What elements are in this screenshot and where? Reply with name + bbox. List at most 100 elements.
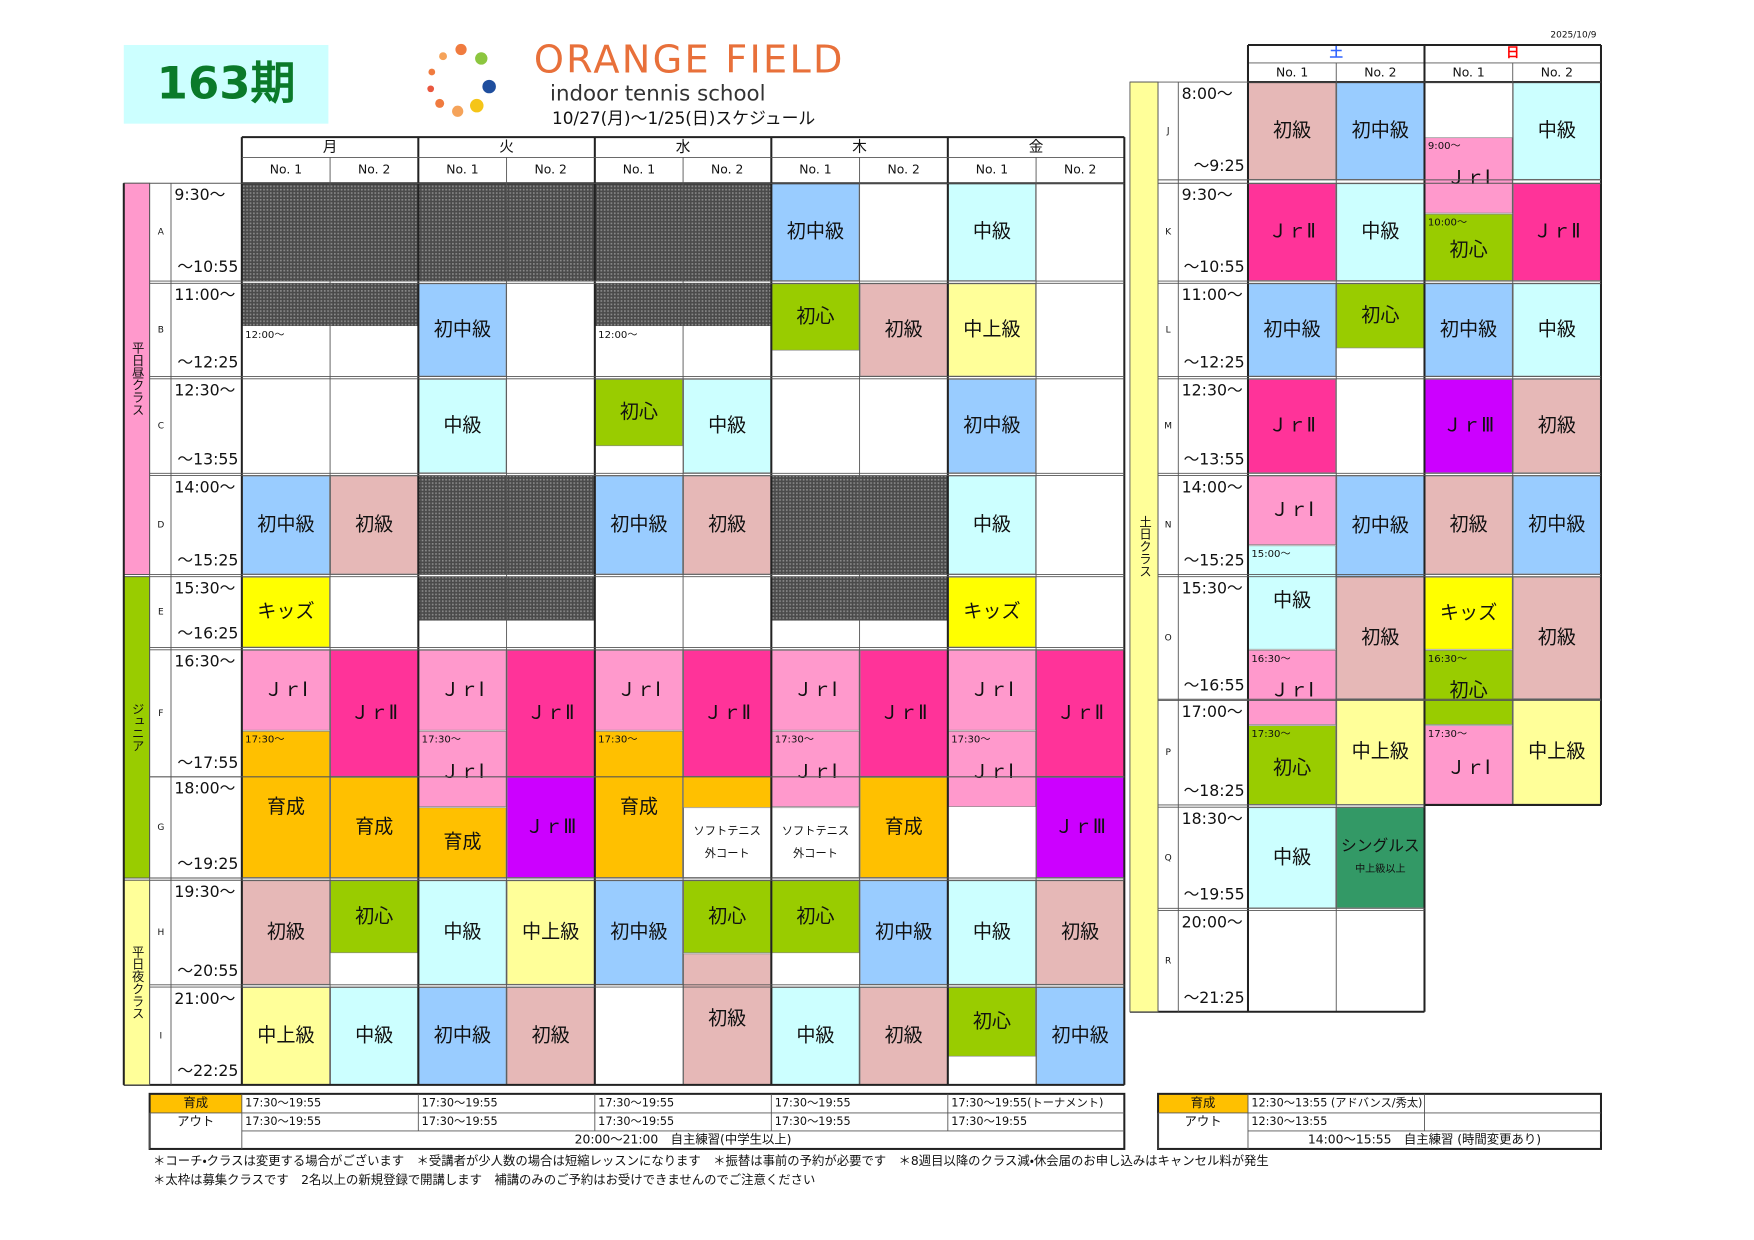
day-header: 火 bbox=[499, 138, 514, 155]
closed-slot bbox=[241, 283, 331, 327]
class-cell bbox=[1512, 183, 1601, 281]
start-note: 10:00〜 bbox=[1428, 218, 1467, 229]
class-cell bbox=[683, 650, 772, 777]
class-cell bbox=[1248, 379, 1337, 474]
class-label: 初中級 bbox=[610, 513, 667, 536]
class-label: 初中級 bbox=[1352, 118, 1409, 141]
class-cell bbox=[418, 880, 507, 985]
closed-slot bbox=[418, 183, 507, 282]
period-letter: Q bbox=[1165, 853, 1172, 863]
class-cell bbox=[242, 576, 330, 648]
class-sub: 中上級以上 bbox=[1355, 862, 1406, 875]
class-cell bbox=[1424, 650, 1513, 725]
class-label: ＪｒⅡ bbox=[880, 701, 928, 724]
class-label: 初中級 bbox=[1352, 514, 1409, 537]
schedule-period: 10/27(月)〜1/25(日)スケジュール bbox=[552, 108, 815, 128]
class-cell bbox=[1424, 283, 1513, 377]
class-label: ＪｒⅢ bbox=[1054, 815, 1105, 838]
day-header: 土 bbox=[1329, 44, 1343, 61]
class-label: 初中級 bbox=[257, 513, 314, 536]
class-cell bbox=[771, 730, 860, 807]
time-end: 〜16:25 bbox=[177, 624, 238, 643]
class-cell bbox=[506, 777, 595, 878]
court-header: No. 2 bbox=[1364, 66, 1396, 80]
class-cell bbox=[418, 730, 507, 807]
class-label: 中級 bbox=[1273, 845, 1311, 868]
class-cell bbox=[1424, 213, 1513, 281]
period-letter: C bbox=[158, 422, 164, 432]
filler bbox=[683, 776, 771, 808]
class-cell bbox=[242, 880, 330, 985]
footer-value: 17:30〜19:55 bbox=[951, 1115, 1027, 1128]
class-label: 初級 bbox=[1273, 118, 1311, 141]
footer-value: 17:30〜19:55 bbox=[422, 1096, 498, 1109]
class-cell bbox=[771, 807, 860, 878]
period-letter: J bbox=[1166, 126, 1170, 136]
class-label: ＪｒⅡ bbox=[1533, 220, 1581, 243]
class-label: ＪｒⅡ bbox=[527, 701, 575, 724]
closed-slot bbox=[506, 183, 595, 282]
class-label: 初心 bbox=[1449, 678, 1487, 701]
time-start: 14:00〜 bbox=[174, 477, 235, 496]
time-start: 11:00〜 bbox=[174, 285, 235, 304]
footer-note: 20:00〜21:00 自主練習(中学生以上) bbox=[575, 1131, 792, 1146]
class-cell bbox=[1512, 576, 1601, 700]
closed-slot bbox=[506, 475, 595, 575]
period-letter: R bbox=[1165, 957, 1171, 967]
class-cell bbox=[859, 777, 948, 878]
class-cell bbox=[948, 650, 1036, 731]
court-header: No. 2 bbox=[1541, 66, 1573, 80]
class-label: ＪｒⅠ bbox=[264, 678, 308, 701]
court-header: No. 1 bbox=[623, 162, 655, 176]
period-letter: I bbox=[160, 1031, 163, 1041]
class-label: 初心 bbox=[796, 305, 834, 328]
class-cell bbox=[1512, 82, 1601, 180]
class-cell bbox=[1248, 725, 1337, 805]
class-label: ＪｒⅠ bbox=[1447, 756, 1491, 779]
class-label: 初級 bbox=[267, 920, 305, 943]
class-cell bbox=[506, 650, 595, 777]
footer-value: 17:30〜19:55 bbox=[598, 1096, 674, 1109]
class-cell bbox=[1336, 183, 1425, 281]
class-label: 初級 bbox=[532, 1023, 570, 1046]
class-label: 育成 bbox=[443, 830, 481, 853]
tagline: indoor tennis school bbox=[550, 81, 766, 106]
footer-value: 17:30〜19:55 bbox=[598, 1115, 674, 1128]
logo-mark bbox=[427, 43, 496, 117]
class-cell bbox=[771, 987, 860, 1085]
class-sub: 外コート bbox=[705, 847, 750, 860]
class-cell bbox=[1424, 137, 1513, 214]
class-label: 初心 bbox=[708, 904, 746, 927]
start-note: 15:00〜 bbox=[1251, 549, 1290, 560]
class-label: キッズ bbox=[257, 600, 314, 623]
class-cell bbox=[1336, 82, 1425, 180]
group-label: 土日クラス bbox=[1137, 515, 1151, 577]
closed-slot bbox=[594, 283, 684, 327]
footer-label-bg bbox=[1158, 1093, 1248, 1113]
class-cell bbox=[1512, 379, 1601, 474]
class-cell bbox=[1512, 475, 1601, 575]
class-cell bbox=[948, 475, 1036, 575]
class-cell bbox=[683, 475, 772, 575]
class-cell bbox=[1336, 283, 1425, 349]
class-cell bbox=[771, 283, 860, 351]
class-cell bbox=[1248, 475, 1337, 546]
class-cell bbox=[771, 880, 860, 954]
period-letter: F bbox=[158, 709, 163, 719]
class-cell bbox=[948, 987, 1036, 1057]
class-label: 中級 bbox=[1361, 220, 1399, 243]
period-letter: A bbox=[158, 228, 165, 238]
class-cell bbox=[1424, 576, 1513, 650]
time-start: 9:30〜 bbox=[174, 185, 225, 204]
class-label: 初心 bbox=[1449, 238, 1487, 261]
class-label: ソフトテニス bbox=[693, 824, 760, 837]
class-cell bbox=[418, 283, 507, 377]
class-label: ＪｒⅠ bbox=[794, 678, 838, 701]
time-start: 12:30〜 bbox=[174, 381, 235, 400]
class-cell bbox=[242, 987, 330, 1085]
class-label: ＪｒⅠ bbox=[1270, 498, 1314, 521]
time-end: 〜19:25 bbox=[177, 854, 238, 873]
class-label: 初級 bbox=[355, 513, 393, 536]
footer-label: アウト bbox=[1184, 1114, 1221, 1128]
class-cell bbox=[948, 379, 1036, 474]
